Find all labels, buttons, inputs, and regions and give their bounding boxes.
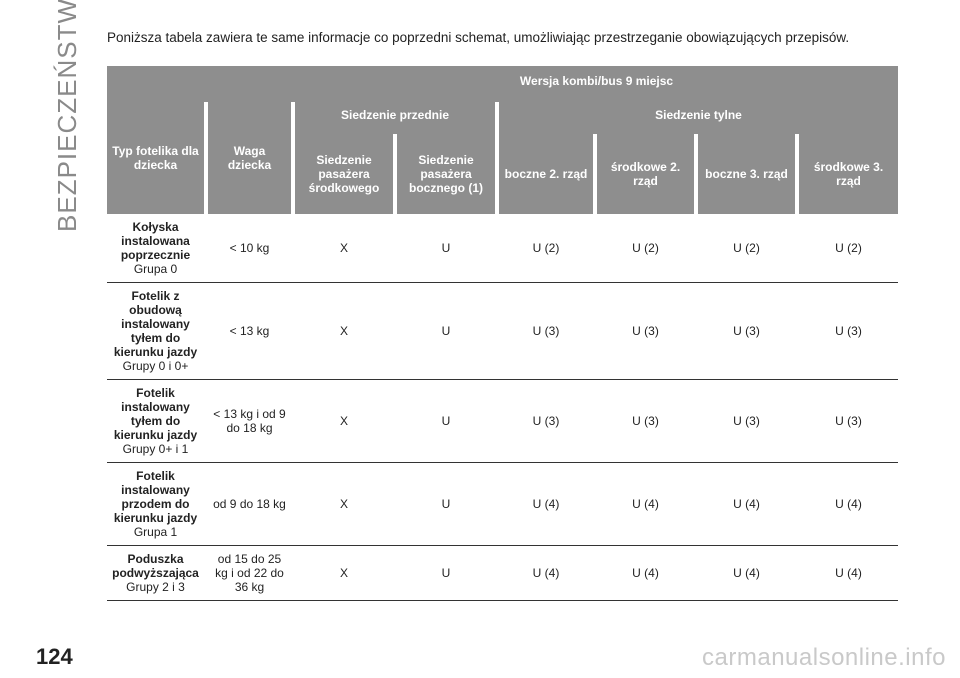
value-cell: U (2) [597,214,694,283]
child-seat-table: Wersja kombi/bus 9 miejsc Typ fotelika d… [107,66,899,601]
weight-cell: od 15 do 25 kg i od 22 do 36 kg [208,545,291,601]
seat-type-cell: Fotelik z obudową instalowany tyłem do k… [107,282,204,380]
value-cell: U (2) [698,214,795,283]
value-cell: U (3) [597,282,694,380]
weight-cell: < 13 kg i od 9 do 18 kg [208,379,291,463]
chapter-title: BEZPIECZEŃSTWO [52,0,82,232]
version-header: Wersja kombi/bus 9 miejsc [295,66,899,96]
value-cell: U [397,214,495,283]
value-cell: X [295,545,393,601]
table-row: Kołyska instalowana poprzecznie Grupa 0 <… [107,214,899,283]
value-cell: U (4) [597,462,694,546]
table-row: Fotelik instalowany przodem do kierunku … [107,462,899,546]
rear-seat-group-header: Siedzenie tylne [499,102,899,128]
value-cell: U (3) [799,282,899,380]
value-cell: U (4) [698,545,795,601]
col-rear-center-row2: środkowe 2. rząd [597,134,694,214]
value-cell: U (4) [499,462,593,546]
seat-type-cell: Poduszka podwyższająca Grupy 2 i 3 [107,545,204,601]
value-cell: U (2) [499,214,593,283]
value-cell: U (4) [499,545,593,601]
intro-paragraph: Poniższa tabela zawiera te same informac… [107,30,850,45]
value-cell: U (3) [799,379,899,463]
front-seat-group-header: Siedzenie przednie [295,102,495,128]
value-cell: U (3) [698,282,795,380]
seat-type-cell: Kołyska instalowana poprzecznie Grupa 0 [107,214,204,283]
col-weight-header: Waga dziecka [208,102,291,214]
page-number: 124 [36,644,73,669]
col-rear-side-row2: boczne 2. rząd [499,134,593,214]
value-cell: U (3) [698,379,795,463]
header-blank [107,66,295,96]
value-cell: U (3) [499,379,593,463]
weight-cell: od 9 do 18 kg [208,462,291,546]
col-rear-side-row3: boczne 3. rząd [698,134,795,214]
col-front-side: Siedzenie pasażera bocznego (1) [397,134,495,214]
seat-type-cell: Fotelik instalowany tyłem do kierunku ja… [107,379,204,463]
value-cell: U (3) [499,282,593,380]
table-row: Fotelik z obudową instalowany tyłem do k… [107,282,899,380]
seat-type-cell: Fotelik instalowany przodem do kierunku … [107,462,204,546]
value-cell: U [397,545,495,601]
value-cell: X [295,282,393,380]
value-cell: U [397,282,495,380]
weight-cell: < 13 kg [208,282,291,380]
watermark: carmanualsonline.info [702,644,946,671]
col-type-header: Typ fotelika dla dziecka [107,102,204,214]
value-cell: X [295,214,393,283]
value-cell: X [295,462,393,546]
value-cell: U (2) [799,214,899,283]
col-front-center: Siedzenie pasażera środkowego [295,134,393,214]
value-cell: U (4) [799,545,899,601]
value-cell: U [397,462,495,546]
value-cell: X [295,379,393,463]
value-cell: U [397,379,495,463]
value-cell: U (4) [799,462,899,546]
value-cell: U (3) [597,379,694,463]
value-cell: U (4) [597,545,694,601]
col-rear-center-row3: środkowe 3. rząd [799,134,899,214]
value-cell: U (4) [698,462,795,546]
table-row: Poduszka podwyższająca Grupy 2 i 3 od 15 … [107,545,899,601]
weight-cell: < 10 kg [208,214,291,283]
table-row: Fotelik instalowany tyłem do kierunku ja… [107,379,899,463]
